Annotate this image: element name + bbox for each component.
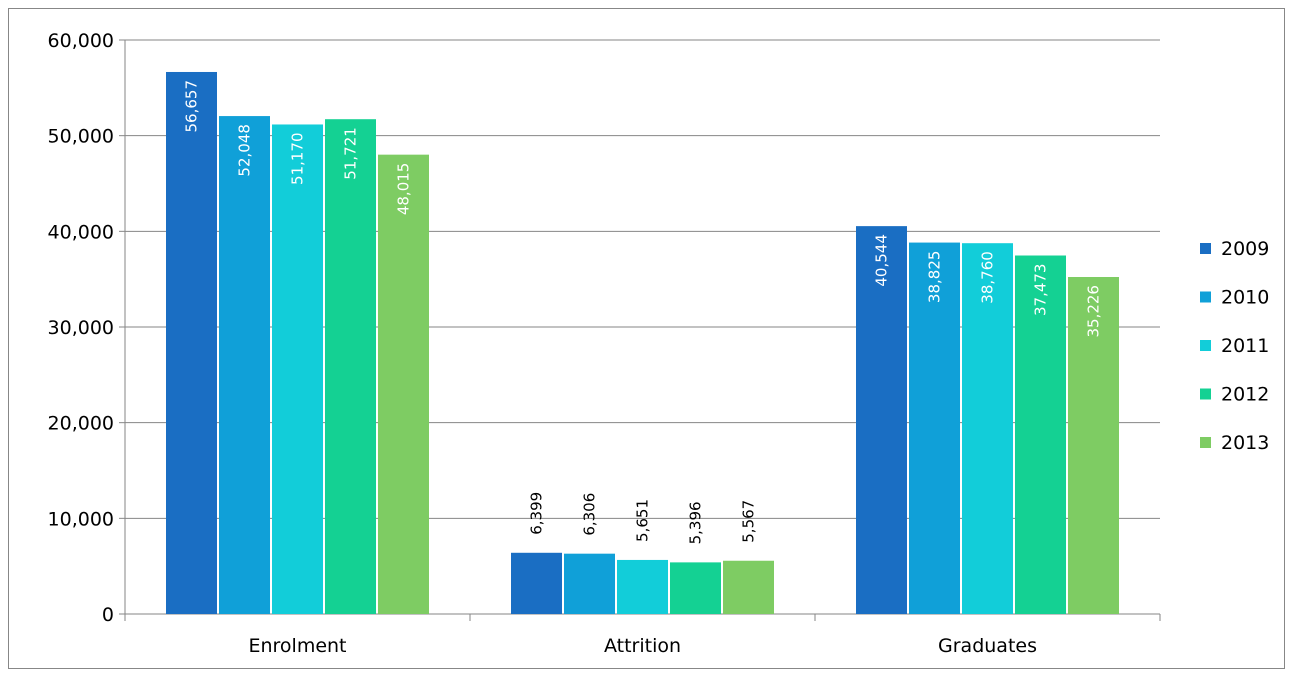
bar-2013	[723, 560, 774, 614]
data-label: 56,657	[183, 80, 201, 133]
data-label: 6,306	[581, 493, 599, 536]
data-label: 48,015	[395, 163, 413, 216]
legend-swatch-2010	[1200, 291, 1211, 303]
bar-2011	[962, 243, 1013, 615]
bar-2013	[1068, 277, 1119, 614]
data-label: 5,651	[634, 499, 652, 542]
data-label: 37,473	[1032, 264, 1050, 317]
legend-label-2011: 2011	[1221, 335, 1269, 357]
bar-2012	[325, 119, 376, 615]
data-label: 5,396	[687, 501, 705, 544]
data-label: 38,825	[926, 251, 944, 303]
y-tick-label: 50,000	[48, 126, 114, 148]
data-label: 40,544	[873, 234, 891, 287]
bar-2009	[511, 552, 562, 614]
legend-swatch-2011	[1200, 340, 1211, 351]
bar-2013	[378, 154, 429, 614]
bar-2010	[564, 553, 615, 614]
bar-2012	[1015, 255, 1066, 614]
bar-2011	[617, 559, 668, 614]
legend-label-2010: 2010	[1221, 287, 1269, 309]
y-tick-label: 20,000	[48, 413, 114, 435]
bar-2009	[166, 71, 217, 614]
bar-2011	[272, 124, 323, 614]
x-category-label: Graduates	[938, 635, 1037, 657]
legend-label-2012: 2012	[1221, 384, 1269, 406]
y-tick-label: 30,000	[48, 317, 114, 339]
data-label: 51,170	[289, 132, 307, 185]
y-tick-label: 60,000	[48, 30, 114, 52]
bar-2010	[219, 116, 270, 615]
data-label: 51,721	[342, 127, 360, 179]
legend-label-2013: 2013	[1221, 432, 1269, 454]
data-label: 35,226	[1085, 285, 1103, 338]
legend-swatch-2012	[1200, 388, 1211, 400]
bar-2009	[856, 226, 907, 614]
data-label: 38,760	[979, 251, 997, 303]
data-label: 5,567	[740, 500, 758, 543]
x-category-label: Enrolment	[248, 635, 346, 657]
bar-2010	[909, 242, 960, 615]
bar-2012	[670, 562, 721, 614]
data-label: 52,048	[236, 124, 254, 176]
legend-label-2009: 2009	[1221, 238, 1269, 260]
x-category-label: Attrition	[604, 635, 681, 657]
y-tick-label: 40,000	[48, 221, 114, 243]
legend-swatch-2009	[1200, 243, 1211, 254]
legend-swatch-2013	[1200, 437, 1211, 448]
y-tick-label: 0	[102, 604, 114, 626]
data-label: 6,399	[528, 492, 546, 535]
y-tick-label: 10,000	[48, 508, 114, 530]
